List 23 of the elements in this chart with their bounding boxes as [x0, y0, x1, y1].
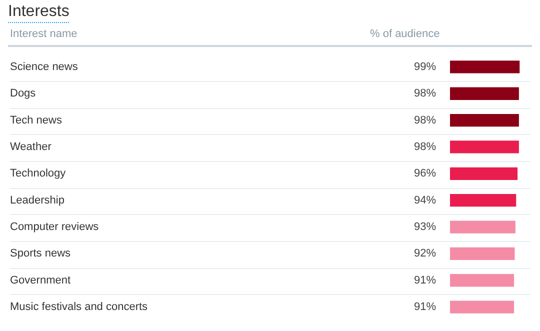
data-label: 92%	[414, 248, 436, 260]
y-axis-title: Interest name	[10, 28, 78, 40]
data-label: 98%	[414, 88, 436, 100]
y-tick-label: Tech news	[10, 114, 62, 126]
text: Interests	[8, 2, 70, 23]
data-label: 98%	[414, 141, 436, 154]
y-tick-label: Science news	[10, 60, 78, 73]
y-tick-label: Dogs	[10, 88, 36, 100]
y-tick-label: Technology	[10, 168, 66, 180]
data-label: 91%	[414, 301, 436, 314]
data-label: 98%	[414, 114, 436, 126]
data-label: 96%	[414, 168, 436, 180]
y-tick-label: Leadership	[10, 194, 64, 206]
y-tick-label: Government	[10, 274, 71, 286]
y-tick-label: Computer reviews	[10, 221, 100, 234]
x-axis-title: % of audience	[370, 28, 440, 40]
y-tick-label: Sports news	[10, 248, 72, 260]
data-label: 94%	[414, 194, 436, 206]
data-label: 93%	[414, 221, 436, 234]
y-tick-label: Weather	[10, 141, 52, 154]
y-tick-label: Music festivals and concerts	[10, 301, 148, 314]
data-label: 99%	[414, 60, 436, 73]
data-label: 91%	[414, 274, 436, 286]
